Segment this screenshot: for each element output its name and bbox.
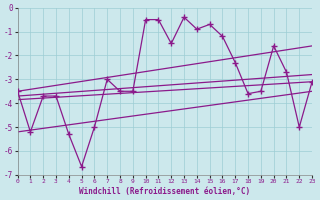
X-axis label: Windchill (Refroidissement éolien,°C): Windchill (Refroidissement éolien,°C) xyxy=(79,187,250,196)
